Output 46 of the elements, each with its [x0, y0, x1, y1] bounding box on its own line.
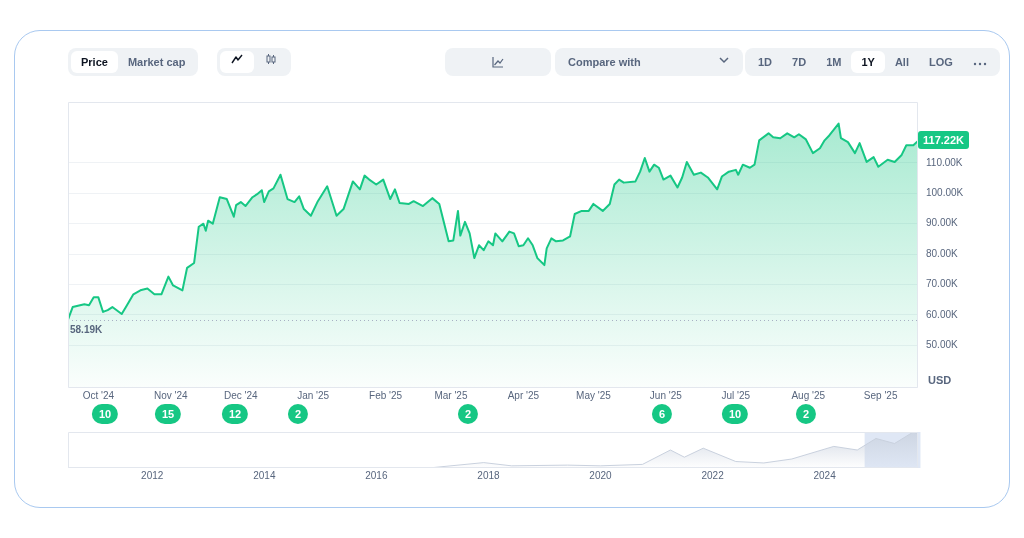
x-tick-label: 2016 [365, 469, 388, 481]
x-tick-label: Aug '25 [791, 389, 826, 401]
text: LOG [927, 55, 954, 70]
x-tick-label: Nov '24 [153, 389, 188, 401]
x-tick-label: Jan '25 [297, 389, 330, 401]
text: Price [71, 51, 118, 73]
text: Market cap [126, 55, 187, 70]
x-tick-label: Feb '25 [369, 389, 403, 401]
text: All [893, 55, 910, 70]
y-tick-label: 110.00K [926, 156, 963, 168]
text: 12 [221, 404, 249, 424]
text: 10 [91, 404, 119, 424]
x-tick-label: May '25 [576, 389, 612, 401]
y-tick-label: 100.00K [926, 187, 964, 199]
y-tick-label: 70.00K [926, 278, 959, 290]
text: 15 [154, 404, 182, 424]
x-tick-label: 2020 [589, 469, 613, 481]
x-tick-label: Sep '25 [863, 389, 898, 401]
text: 1Y [851, 51, 885, 73]
y-tick-label: 90.00K [926, 217, 959, 229]
text: 10 [721, 404, 749, 424]
x-tick-label: 2022 [701, 469, 725, 481]
x-tick-label: Dec '24 [224, 389, 259, 401]
text: 2 [795, 404, 817, 424]
text: 1D [757, 55, 774, 70]
text: 2 [287, 404, 309, 424]
text: 2 [457, 404, 479, 424]
y-tick-label: 50.00K [926, 339, 959, 351]
annotation: 117.22K [918, 130, 969, 149]
x-tick-label: Oct '24 [82, 389, 115, 401]
y-axis-title: USD [928, 373, 952, 386]
text: 1M [825, 55, 843, 70]
x-tick-label: 2014 [253, 469, 276, 481]
x-tick-label: 2012 [141, 469, 164, 481]
x-tick-label: Apr '25 [507, 389, 540, 401]
ref-line-label: 58.19K [70, 324, 104, 336]
text: Compare with [567, 55, 642, 70]
x-tick-label: 2018 [477, 469, 501, 481]
x-tick-label: 2024 [813, 469, 837, 481]
y-tick-label: 60.00K [926, 308, 959, 320]
text: 7D [791, 55, 808, 70]
x-tick-label: Jul '25 [721, 389, 751, 401]
x-tick-label: Jun '25 [649, 389, 683, 401]
x-tick-label: Mar '25 [434, 389, 468, 401]
text: 6 [651, 404, 673, 424]
y-tick-label: 80.00K [926, 247, 959, 259]
